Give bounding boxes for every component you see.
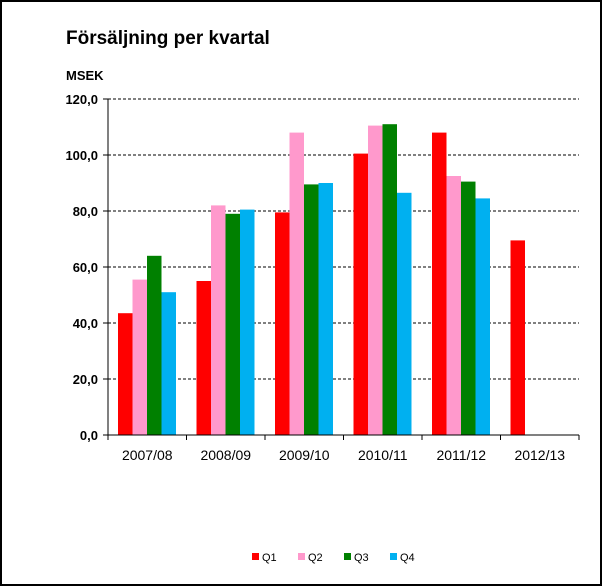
y-axis-unit: MSEK xyxy=(66,68,104,83)
y-tick-label: 0,0 xyxy=(80,428,98,443)
legend-swatch-q2 xyxy=(298,553,305,560)
bar-q3 xyxy=(461,181,476,435)
gridlines xyxy=(103,98,579,436)
bar-q3 xyxy=(382,124,397,435)
legend-label-q1: Q1 xyxy=(262,552,277,564)
bar-q1 xyxy=(275,212,290,435)
bar-q1 xyxy=(118,313,133,435)
x-tick-label: 2009/10 xyxy=(279,447,330,463)
bar-q4 xyxy=(161,292,176,435)
legend: Q1 Q2 Q3 Q4 xyxy=(252,552,415,564)
chart-title: Försäljning per kvartal xyxy=(66,28,270,49)
bar-q2 xyxy=(289,132,304,435)
legend-swatch-q4 xyxy=(390,553,397,560)
x-tick-label: 2007/08 xyxy=(122,447,173,463)
bar-q1 xyxy=(353,153,368,435)
y-tick-label: 40,0 xyxy=(73,316,98,331)
bar-q4 xyxy=(397,192,412,435)
bar-q2 xyxy=(132,279,147,435)
y-tick-labels: 0,0 20,0 40,0 60,0 80,0 100,0 120,0 xyxy=(65,92,98,443)
bar-q3 xyxy=(304,184,319,435)
y-tick-label: 120,0 xyxy=(65,92,98,107)
legend-label-q2: Q2 xyxy=(308,552,323,564)
bar-q2 xyxy=(368,125,383,435)
bar-q2 xyxy=(446,176,461,435)
bar-q1 xyxy=(510,240,525,435)
x-tick-label: 2010/11 xyxy=(358,447,408,463)
bar-q2 xyxy=(211,205,226,435)
y-tick-label: 100,0 xyxy=(65,148,98,163)
bar-q4 xyxy=(240,209,255,435)
bars xyxy=(118,124,525,435)
bar-q1 xyxy=(432,132,447,435)
axes xyxy=(107,99,580,440)
y-tick-label: 20,0 xyxy=(73,372,98,387)
x-tick-labels: 2007/08 2008/09 2009/10 2010/11 2011/12 2012/… xyxy=(122,447,565,463)
legend-swatch-q3 xyxy=(344,553,351,560)
bar-q3 xyxy=(225,213,240,435)
bar-q1 xyxy=(196,281,211,435)
bar-q3 xyxy=(147,255,162,435)
y-tick-label: 80,0 xyxy=(73,204,98,219)
x-tick-label: 2008/09 xyxy=(200,447,251,463)
bar-q4 xyxy=(318,183,333,435)
legend-swatch-q1 xyxy=(252,553,259,560)
legend-label-q3: Q3 xyxy=(354,552,369,564)
legend-label-q4: Q4 xyxy=(400,552,415,564)
y-tick-label: 60,0 xyxy=(73,260,98,275)
x-tick-label: 2012/13 xyxy=(514,447,565,463)
bar-q4 xyxy=(475,198,490,435)
x-tick-label: 2011/12 xyxy=(436,447,486,463)
